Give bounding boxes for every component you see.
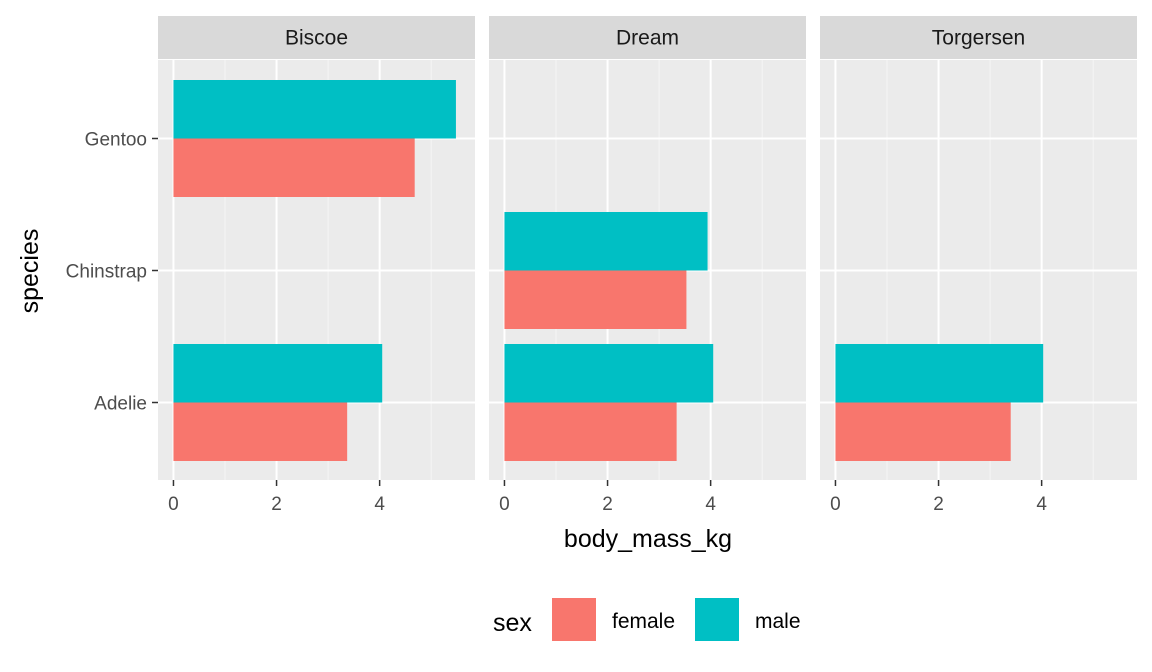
- facet-panel-dream: Dream 0 2 4: [489, 16, 806, 515]
- x-axis-title: body_mass_kg: [564, 525, 732, 553]
- x-tick-label: 4: [1036, 494, 1047, 515]
- x-tick-label: 2: [271, 494, 282, 515]
- facet-strip-label: Torgersen: [932, 27, 1025, 50]
- x-tick-label: 0: [499, 494, 510, 515]
- x-tick-label: 0: [830, 494, 841, 515]
- bar-dream-chinstrap-male: [504, 212, 708, 271]
- bar-torgersen-adelie-female: [835, 402, 1011, 461]
- legend-key-female: [552, 598, 596, 641]
- bar-torgersen-adelie-male: [835, 344, 1044, 403]
- bar-biscoe-gentoo-male: [173, 80, 456, 139]
- y-tick-label-adelie: Adelie: [94, 394, 147, 415]
- facet-strip: [820, 16, 1137, 59]
- legend-label-female: female: [612, 610, 675, 633]
- y-tick-label-chinstrap: Chinstrap: [66, 262, 147, 283]
- y-axis: Adelie Chinstrap Gentoo: [66, 130, 158, 415]
- legend: sex female male: [493, 598, 801, 641]
- facet-panels: Biscoe 0 2 4 Dream 0 2 4 Torgersen 0 2 4: [158, 16, 1137, 515]
- y-axis-title: species: [16, 229, 44, 314]
- bar-dream-chinstrap-female: [504, 270, 687, 329]
- x-tick-label: 4: [705, 494, 716, 515]
- facet-panel-torgersen: Torgersen 0 2 4: [820, 16, 1137, 515]
- legend-key-male: [695, 598, 739, 641]
- bar-biscoe-adelie-male: [173, 344, 383, 403]
- bar-dream-adelie-male: [504, 344, 714, 403]
- bar-biscoe-gentoo-female: [173, 138, 415, 197]
- facet-strip-label: Dream: [616, 27, 679, 50]
- y-tick-label-gentoo: Gentoo: [85, 130, 147, 151]
- bar-dream-adelie-female: [504, 402, 677, 461]
- legend-label-male: male: [755, 610, 801, 633]
- facet-strip-label: Biscoe: [285, 27, 348, 50]
- x-tick-label: 2: [602, 494, 613, 515]
- bar-biscoe-adelie-female: [173, 402, 348, 461]
- facet-strip: [158, 16, 475, 59]
- legend-title: sex: [493, 609, 532, 637]
- x-tick-label: 2: [933, 494, 944, 515]
- facet-strip: [489, 16, 806, 59]
- facet-panel-biscoe: Biscoe 0 2 4: [158, 16, 475, 515]
- x-tick-label: 0: [168, 494, 179, 515]
- x-tick-label: 4: [374, 494, 385, 515]
